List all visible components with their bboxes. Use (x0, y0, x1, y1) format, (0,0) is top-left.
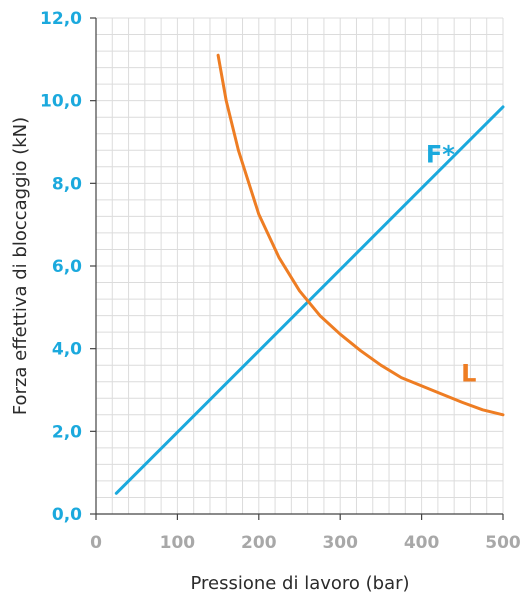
y-tick-label: 4,0 (52, 340, 82, 360)
y-tick-label: 12,0 (40, 9, 82, 29)
y-tick-label: 10,0 (40, 92, 82, 112)
x-axis-title: Pressione di lavoro (bar) (190, 573, 409, 594)
x-tick-label: 400 (404, 533, 440, 553)
series-lines (116, 55, 503, 493)
y-axis-title: Forza effettiva di bloccaggio (kN) (10, 117, 31, 415)
x-tick-label: 300 (322, 533, 358, 553)
series-label-l: L (461, 360, 476, 388)
grid (96, 18, 503, 514)
y-tick-label: 6,0 (52, 257, 82, 277)
x-tick-label: 100 (160, 533, 196, 553)
series-label-f: F* (426, 141, 455, 169)
y-tick-label: 0,0 (52, 505, 82, 525)
x-tick-label: 500 (485, 533, 520, 553)
y-tick-label: 2,0 (52, 422, 82, 442)
x-tick-label: 200 (241, 533, 277, 553)
x-tick-label: 0 (90, 533, 102, 553)
axes (90, 18, 503, 520)
y-tick-label: 8,0 (52, 174, 82, 194)
